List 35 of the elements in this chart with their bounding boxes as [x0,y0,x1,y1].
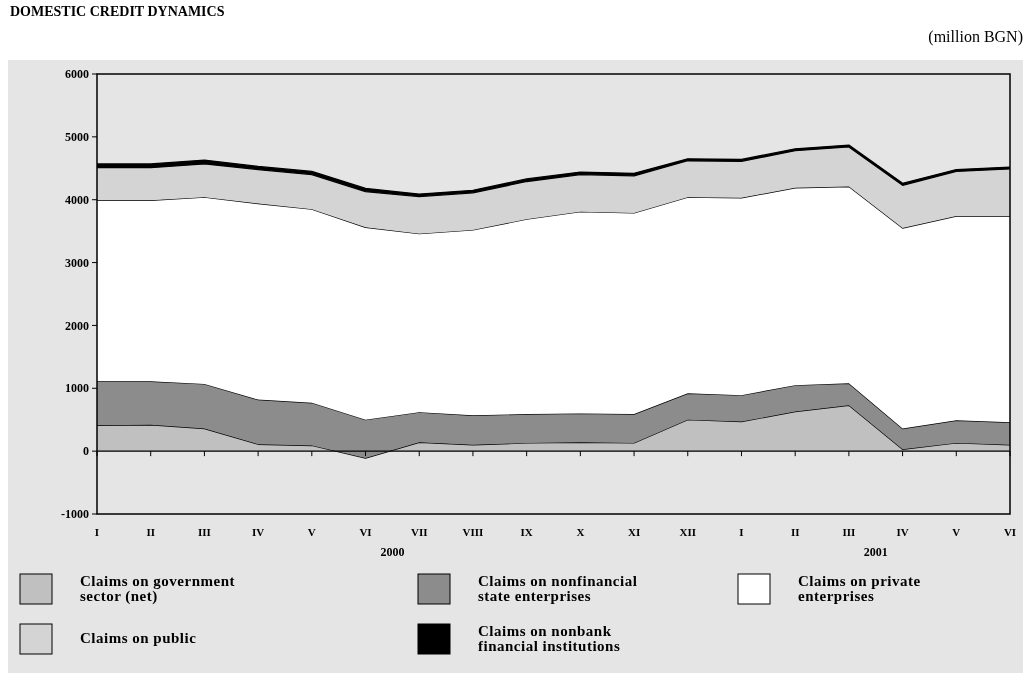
text: 2000 [380,545,405,559]
y-axis-title: (million BGN) [928,28,1023,46]
legend-label: Claims on nonbank financial institutions [478,623,621,655]
x-tick-label: I [94,526,100,538]
legend-label: Claims on public [80,630,197,647]
x-tick-label: IV [896,526,909,538]
x-tick-label: III [842,526,856,538]
x-tick-label: VI [1003,526,1017,538]
y-tick-label: 0 [83,444,89,459]
y-tick-label: 6000 [65,67,89,82]
y-tick-label: 4000 [65,192,89,207]
legend-label: Claims on government sector (net) [80,573,235,606]
x-tick-label: V [307,526,316,538]
x-tick-label: V [952,526,961,538]
text: 2001 [863,545,888,559]
x-tick-label: IX [520,526,533,538]
y-tick-label: -1000 [61,507,89,522]
x-tick-label: XII [679,526,697,538]
x-tick-label: III [197,526,211,538]
x-tick-label: II [146,526,155,538]
y-tick-label: 1000 [65,381,89,396]
x-tick-label: X [576,526,585,538]
x-tick-label: VII [410,526,428,538]
chart-title: DOMESTIC CREDIT DYNAMICS [10,4,225,19]
x-tick-label: II [790,526,800,538]
legend-label: Claims on nonfinancial state enterprises [478,573,638,605]
x-tick-label: IV [252,526,265,538]
legend-label: Claims on private enterprises [798,573,921,605]
y-tick-label: 3000 [65,255,89,270]
x-tick-label: XI [627,526,641,538]
y-tick-label: 5000 [65,130,89,145]
x-tick-label: VIII [462,526,484,538]
x-tick-label: I [739,526,744,538]
x-tick-label: VI [359,526,372,538]
y-tick-label: 2000 [65,318,89,333]
